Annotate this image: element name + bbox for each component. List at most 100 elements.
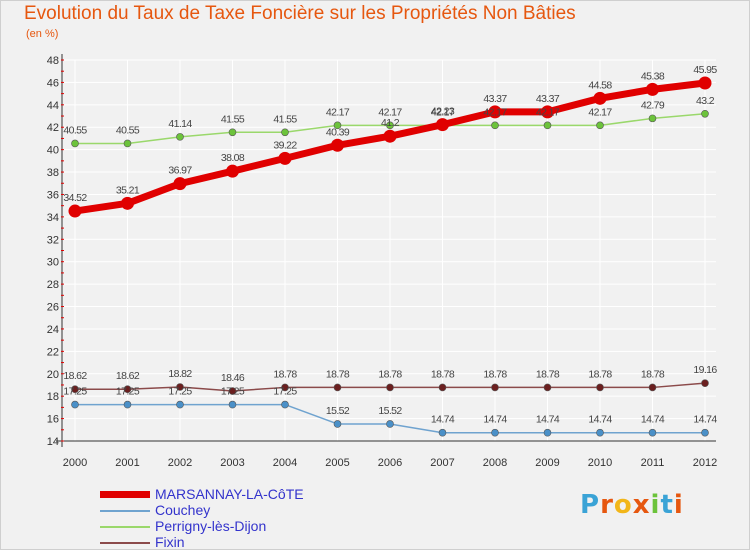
data-label: 18.82 — [168, 368, 192, 380]
chart-title: Evolution du Taux de Taxe Foncière sur l… — [24, 3, 576, 24]
data-label: 18.46 — [221, 372, 245, 384]
y-tick-label: 28 — [47, 279, 59, 291]
data-label: 18.78 — [588, 368, 612, 380]
data-label: 14.74 — [536, 414, 560, 426]
legend-label: MARSANNAY-LA-CôTE — [155, 486, 304, 502]
data-label: 45.95 — [693, 64, 717, 76]
data-point — [383, 129, 397, 143]
data-label: 18.78 — [378, 368, 402, 380]
x-tick-label: 2004 — [273, 457, 297, 469]
x-tick-label: 2012 — [693, 457, 717, 469]
y-minor-ticks — [61, 59, 64, 442]
data-point — [331, 138, 344, 152]
data-label: 18.78 — [431, 368, 455, 380]
series-0 — [68, 76, 712, 218]
data-label: 42.17 — [536, 106, 560, 118]
data-point — [333, 383, 342, 392]
y-tick-labels: 14 16 18 20 22 24 26 28 30 32 34 36 38 40 42 44 46 48 — [47, 55, 59, 448]
y-tick-label: 16 — [47, 414, 59, 426]
x-tick-label: 2009 — [535, 457, 559, 469]
data-label: 18.78 — [536, 368, 560, 380]
proxiti-logo: Proxiti — [580, 490, 684, 520]
y-tick-label: 48 — [47, 55, 59, 67]
data-label: 43.2 — [696, 95, 715, 107]
x-tick-label: 2007 — [430, 457, 454, 469]
data-point — [386, 121, 394, 130]
series-2 — [71, 109, 709, 148]
data-point — [543, 383, 552, 392]
data-label: 17.25 — [273, 386, 297, 398]
data-label: 41.14 — [168, 118, 192, 130]
y-tick-label: 36 — [47, 189, 59, 201]
data-point — [123, 400, 132, 409]
data-point — [596, 383, 604, 392]
data-point — [646, 82, 659, 96]
data-point — [123, 385, 132, 394]
data-label: 19.16 — [693, 364, 717, 376]
y-tick-label: 20 — [47, 369, 59, 381]
data-point — [596, 121, 604, 130]
data-label: 18.78 — [273, 368, 297, 380]
y-tick-label: 42 — [47, 122, 59, 134]
data-point — [543, 121, 552, 130]
grid-lines — [62, 59, 716, 442]
legend-swatch — [100, 542, 150, 544]
data-label: 42.79 — [641, 99, 665, 111]
data-point — [491, 428, 499, 437]
chart-unit-label: (en %) — [26, 28, 59, 40]
x-tick-label: 2002 — [168, 457, 192, 469]
data-point — [698, 76, 712, 90]
y-tick-label: 26 — [47, 302, 59, 314]
data-point — [226, 164, 239, 178]
y-tick-label: 44 — [47, 100, 59, 112]
data-point — [228, 387, 237, 395]
data-point — [333, 420, 342, 428]
data-label: 42.17 — [483, 106, 507, 118]
data-label: 43.37 — [536, 93, 560, 105]
legend-label: Fixin — [155, 534, 185, 550]
y-tick-label: 40 — [47, 145, 59, 157]
data-label: 40.55 — [116, 124, 140, 136]
data-point — [176, 133, 184, 141]
data-point — [281, 128, 289, 137]
data-label: 14.74 — [431, 414, 455, 426]
data-label: 18.78 — [483, 368, 507, 380]
data-point — [123, 139, 132, 148]
data-label: 41.2 — [381, 117, 400, 129]
data-point — [491, 383, 499, 392]
y-tick-label: 32 — [47, 234, 59, 246]
data-point — [648, 114, 657, 123]
data-point — [701, 379, 709, 387]
data-point — [543, 428, 552, 437]
legend-swatch — [100, 510, 150, 512]
data-point — [281, 383, 289, 392]
legend-swatch — [100, 526, 150, 528]
series-1 — [71, 400, 709, 437]
y-tick-label: 38 — [47, 167, 59, 179]
x-tick-label: 2011 — [641, 457, 665, 469]
data-label: 40.55 — [63, 124, 87, 136]
data-point — [438, 383, 447, 392]
legend-label: Perrigny-lès-Dijon — [155, 518, 267, 534]
series-3 — [71, 379, 709, 395]
data-point — [488, 105, 502, 119]
data-label: 18.62 — [63, 370, 87, 382]
legend-swatch — [100, 491, 150, 498]
data-point — [68, 204, 82, 218]
data-label: 17.25 — [221, 386, 245, 398]
y-tick-label: 14 — [47, 436, 59, 448]
data-label: 14.74 — [641, 414, 665, 426]
data-label: 42.17 — [378, 106, 402, 118]
data-label: 40.39 — [326, 126, 350, 138]
data-label: 39.22 — [273, 139, 297, 151]
data-label: 43.37 — [483, 93, 507, 105]
data-point — [596, 428, 604, 437]
x-tick-label: 2008 — [483, 457, 507, 469]
data-point — [228, 128, 237, 137]
x-tick-label: 2001 — [115, 457, 139, 469]
data-point — [593, 91, 607, 105]
data-label: 42.17 — [326, 106, 350, 118]
data-point — [173, 177, 187, 191]
x-tick-labels: 2000 2001 2002 2003 2004 2005 2006 2007 2008 2009… — [63, 457, 717, 469]
data-point — [71, 400, 79, 409]
